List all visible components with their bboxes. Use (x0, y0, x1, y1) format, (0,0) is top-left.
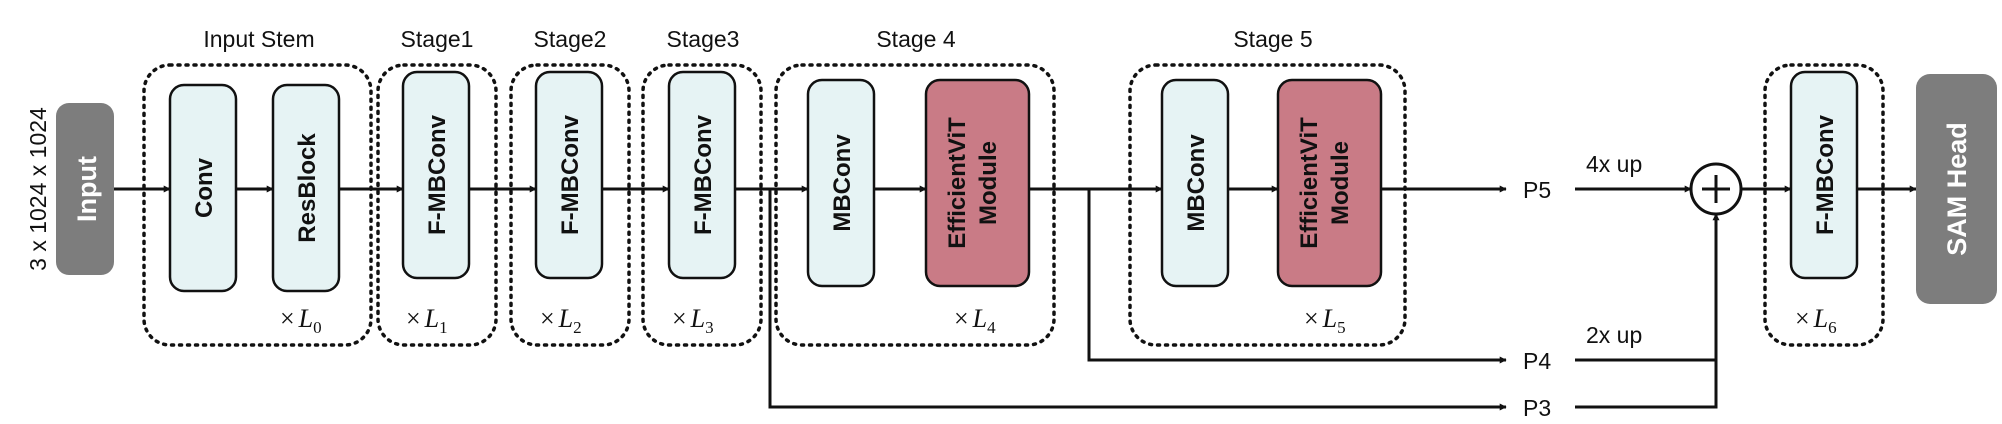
stage1-fmbconv-label: F-MBConv (424, 114, 451, 235)
stage5-mbconv-block: MBConv (1160, 78, 1230, 288)
stage4-mbconv-block: MBConv (806, 78, 876, 288)
stage2-group (509, 63, 631, 347)
upsample-4x-label: 4x up (1586, 151, 1642, 177)
repeat-label-l4: × L4 (954, 304, 996, 337)
stage-title-stage1: Stage1 (401, 26, 474, 52)
stage4-group (774, 63, 1056, 347)
neck-fmbconv-label: F-MBConv (1812, 114, 1839, 235)
p4-label: P4 (1523, 348, 1551, 374)
stage5-module-label: Module (1327, 141, 1354, 225)
input-label: Input (72, 156, 102, 222)
stage5-mbconv-label: MBConv (1183, 134, 1210, 232)
repeat-label-l2: × L2 (540, 304, 582, 337)
conv-label: Conv (191, 157, 218, 218)
stage-title-stage4: Stage 4 (876, 26, 955, 52)
resblock-label: ResBlock (294, 133, 321, 243)
stage-title-stage3: Stage3 (667, 26, 740, 52)
sam-head-label: SAM Head (1942, 122, 1972, 256)
repeat-label-l1: × L1 (406, 304, 448, 337)
resblock-block: ResBlock (271, 83, 341, 293)
flow-arrows (114, 185, 1917, 411)
p5-label: P5 (1523, 177, 1551, 203)
stage-title-input-stem: Input Stem (203, 26, 314, 52)
conv-block: Conv (168, 83, 238, 293)
stage3-fmbconv-label: F-MBConv (690, 114, 717, 235)
stage1-group (376, 63, 498, 347)
stage4-module-label: Module (975, 141, 1002, 225)
stage5-efficientvit-label: EfficientViT (1296, 117, 1323, 249)
repeat-label-l6: × L6 (1795, 304, 1837, 337)
stage5-efficientvit-module-block: EfficientViT Module (1276, 78, 1383, 288)
repeat-label-l0: × L0 (280, 304, 322, 337)
sum-node-icon (1689, 162, 1743, 216)
neck-group (1763, 63, 1885, 347)
stage4-efficientvit-label: EfficientViT (944, 117, 971, 249)
sam-head-block: SAM Head (1916, 74, 1997, 304)
stage-title-stage2: Stage2 (534, 26, 607, 52)
upsample-2x-label: 2x up (1586, 322, 1642, 348)
stage3-fmbconv-block: F-MBConv (667, 70, 737, 280)
stage-title-stage5: Stage 5 (1233, 26, 1312, 52)
input-block: Input (56, 103, 114, 275)
stage5-group (1128, 63, 1407, 347)
p3-label: P3 (1523, 395, 1551, 421)
stage4-efficientvit-module-block: EfficientViT Module (924, 78, 1031, 288)
repeat-label-l5: × L5 (1304, 304, 1346, 337)
stage1-fmbconv-block: F-MBConv (401, 70, 471, 280)
repeat-label-l3: × L3 (672, 304, 714, 337)
stage3-group (641, 63, 763, 347)
stage4-mbconv-label: MBConv (829, 134, 856, 232)
input-size-label: 3 x 1024 x 1024 (25, 107, 51, 271)
stage2-fmbconv-label: F-MBConv (557, 114, 584, 235)
input-stem-group (142, 63, 373, 347)
neck-fmbconv-block: F-MBConv (1789, 70, 1859, 280)
stage2-fmbconv-block: F-MBConv (534, 70, 604, 280)
